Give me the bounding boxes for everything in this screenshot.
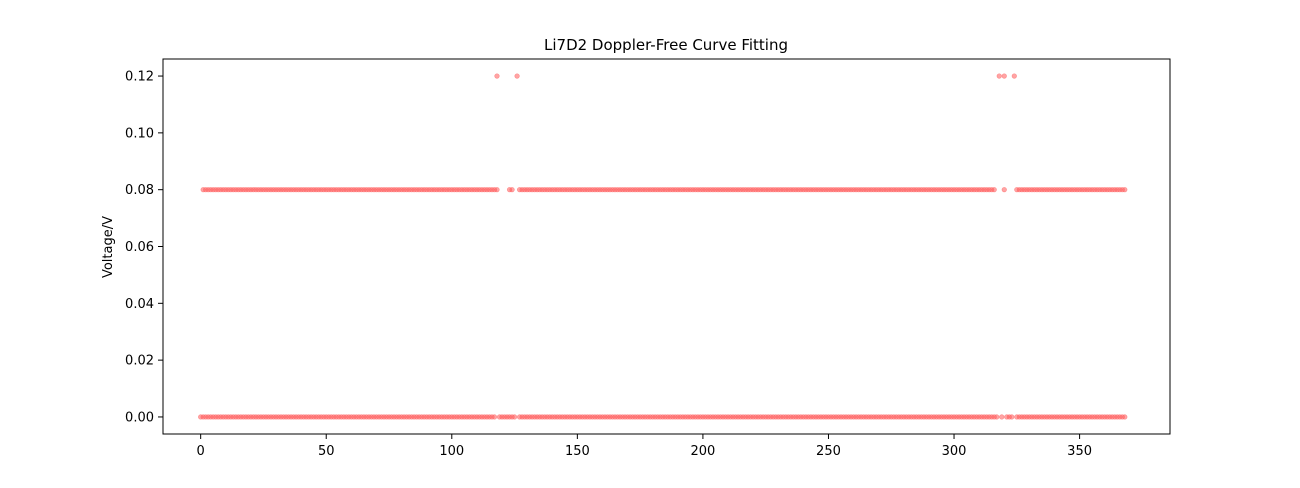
x-tick-label: 0 [197, 444, 205, 459]
y-axis-ticks: 0.00 0.02 0.04 0.06 0.08 0.10 0.12 [125, 70, 163, 425]
data-point [1122, 414, 1128, 420]
data-point [1122, 187, 1128, 193]
data-point [1001, 73, 1007, 79]
y-tick-label: 0.10 [125, 126, 154, 141]
y-tick-label: 0.02 [125, 354, 154, 369]
data-point [1011, 73, 1017, 79]
data-point [991, 187, 997, 193]
y-tick-label: 0.06 [125, 240, 154, 255]
x-tick-label: 250 [816, 444, 841, 459]
y-tick-label: 0.08 [125, 183, 154, 198]
x-tick-label: 350 [1067, 444, 1092, 459]
x-tick-label: 200 [690, 444, 715, 459]
data-point [999, 414, 1005, 420]
chart-title: Li7D2 Doppler-Free Curve Fitting [544, 36, 788, 54]
data-point [1001, 187, 1007, 193]
x-tick-label: 100 [439, 444, 464, 459]
x-tick-label: 150 [565, 444, 590, 459]
y-tick-label: 0.00 [125, 410, 154, 425]
data-points [198, 73, 1128, 420]
plot-area-frame [162, 58, 1171, 435]
data-point [1009, 414, 1015, 420]
data-point [514, 73, 520, 79]
data-point [996, 73, 1002, 79]
x-axis-ticks: 0 50 100 150 200 250 300 350 [197, 434, 1092, 459]
x-tick-label: 50 [318, 444, 335, 459]
y-tick-label: 0.12 [125, 70, 154, 85]
data-point [511, 414, 518, 420]
data-point [509, 187, 515, 193]
data-point [494, 73, 500, 79]
y-tick-label: 0.04 [125, 297, 154, 312]
y-axis-label: Voltage/V [101, 216, 116, 278]
data-point [491, 414, 498, 420]
data-point [994, 414, 1000, 420]
x-tick-label: 300 [942, 444, 967, 459]
data-point [494, 187, 500, 193]
